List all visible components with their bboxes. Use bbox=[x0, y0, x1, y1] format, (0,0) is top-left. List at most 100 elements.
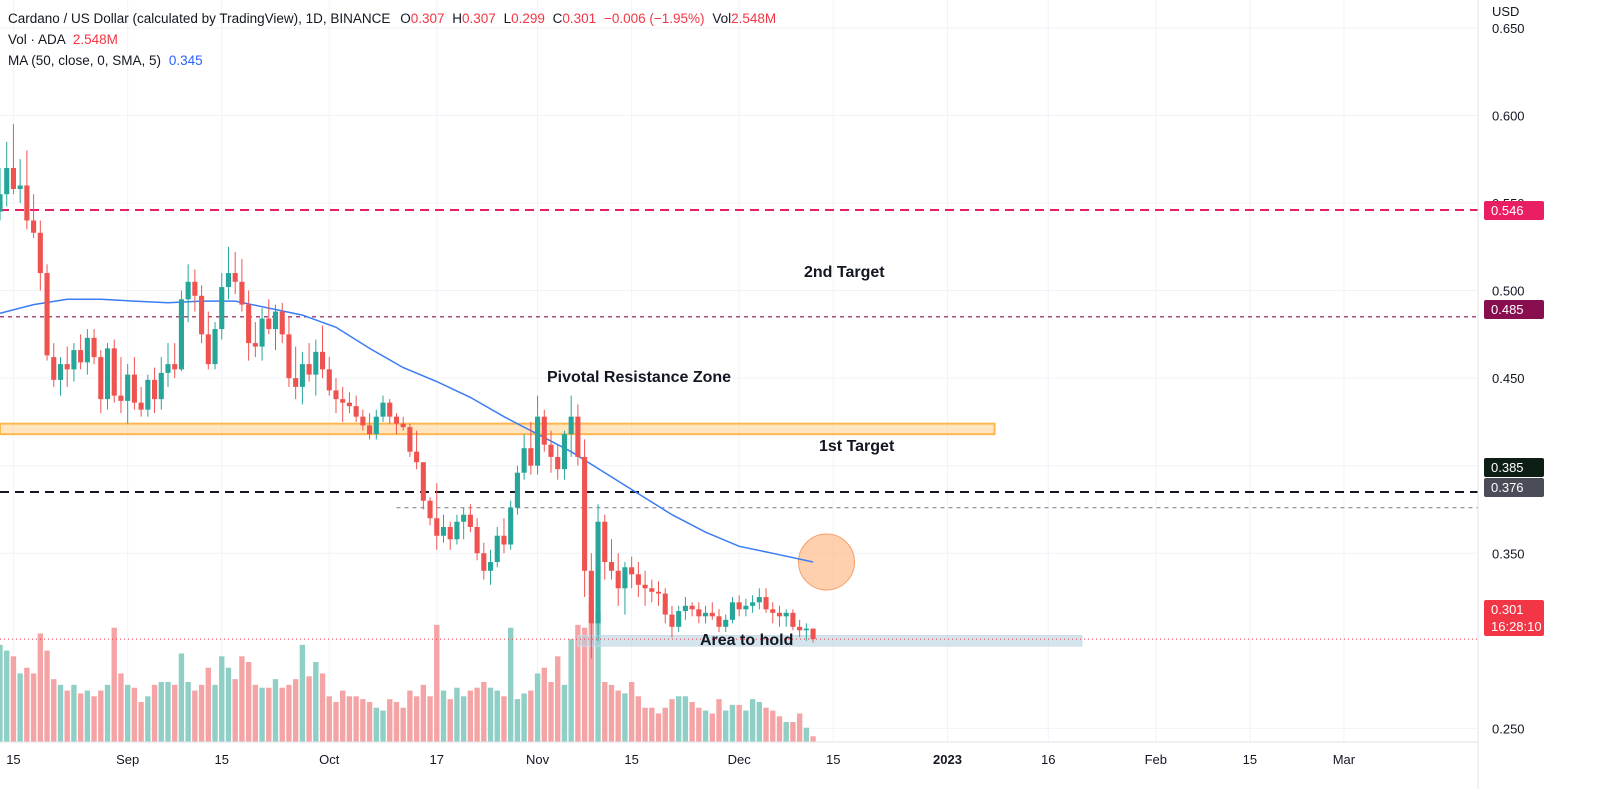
candle bbox=[293, 346, 299, 400]
volume-bar bbox=[716, 699, 722, 742]
volume-bar bbox=[326, 696, 332, 742]
candle-body bbox=[17, 185, 23, 189]
candle-body bbox=[407, 427, 413, 452]
price-tick-label: 0.600 bbox=[1492, 108, 1525, 123]
candle-body bbox=[98, 357, 104, 400]
candle bbox=[783, 609, 789, 627]
volume-bar bbox=[696, 707, 702, 742]
annotation-area-to-hold[interactable]: Area to hold bbox=[700, 632, 794, 649]
volume-bar bbox=[272, 679, 279, 742]
low-label: L bbox=[503, 11, 512, 26]
annotation-first-target[interactable]: 1st Target bbox=[819, 438, 895, 455]
volume-bar bbox=[810, 736, 816, 742]
candle bbox=[467, 504, 473, 533]
candle-body bbox=[461, 514, 467, 522]
candle bbox=[286, 316, 292, 387]
volume-bar bbox=[420, 684, 427, 742]
open-label: O bbox=[400, 11, 411, 26]
candle-body bbox=[306, 364, 312, 375]
volume-bar bbox=[0, 644, 3, 742]
candle bbox=[125, 364, 131, 424]
price-tag-485[interactable]: 0.485 bbox=[1484, 300, 1544, 319]
candle-body bbox=[575, 416, 581, 457]
candle-body bbox=[803, 628, 809, 631]
bar-countdown: 16:28:10 bbox=[1491, 619, 1542, 634]
symbol-title[interactable]: Cardano / US Dollar (calculated by Tradi… bbox=[8, 11, 391, 26]
candle bbox=[501, 518, 507, 554]
candle-body bbox=[467, 514, 473, 527]
last-price-tag[interactable]: 0.301 16:28:10 bbox=[1484, 600, 1544, 636]
volume-bar bbox=[158, 682, 164, 742]
candle-body bbox=[252, 343, 258, 347]
candle bbox=[78, 334, 84, 370]
volume-bar bbox=[749, 699, 756, 742]
candle-body bbox=[669, 614, 675, 627]
candle bbox=[797, 619, 803, 638]
candle-body bbox=[44, 273, 50, 356]
candle-body bbox=[514, 472, 520, 508]
candle bbox=[803, 623, 809, 641]
candle bbox=[272, 304, 279, 351]
candle bbox=[51, 343, 57, 387]
candle bbox=[407, 423, 413, 457]
candle bbox=[246, 290, 252, 361]
candle-body bbox=[266, 318, 272, 330]
candle-body bbox=[602, 521, 608, 563]
candle-body bbox=[205, 334, 211, 365]
candle bbox=[340, 386, 346, 422]
volume-bar bbox=[534, 673, 541, 742]
price-tick-label: 0.250 bbox=[1492, 721, 1525, 736]
volume-bar bbox=[138, 702, 144, 742]
volume-bar bbox=[333, 702, 339, 742]
price-tag-385[interactable]: 0.385 bbox=[1484, 458, 1544, 477]
volume-bar bbox=[467, 690, 474, 742]
volume-bar bbox=[709, 713, 715, 742]
candle-body bbox=[232, 273, 238, 282]
candle-body bbox=[212, 329, 218, 365]
candle bbox=[57, 357, 64, 396]
price-tag-546[interactable]: 0.546 bbox=[1484, 201, 1544, 220]
candle bbox=[158, 357, 164, 410]
time-tick-label: 15 bbox=[6, 752, 20, 767]
candle bbox=[447, 521, 453, 550]
price-tag-376[interactable]: 0.376 bbox=[1484, 478, 1544, 497]
volume-bar bbox=[581, 627, 588, 742]
candle bbox=[37, 220, 43, 291]
candle-body bbox=[414, 451, 420, 463]
ma-row[interactable]: MA (50, close, 0, SMA, 5) 0.345 bbox=[8, 50, 776, 71]
high-label: H bbox=[452, 11, 463, 26]
candles bbox=[0, 124, 816, 659]
volume-bar bbox=[212, 684, 218, 742]
candle-body bbox=[387, 402, 393, 417]
volume-bar bbox=[487, 687, 494, 742]
candle bbox=[588, 553, 594, 659]
volume-bar bbox=[407, 690, 413, 742]
annotation-second-target[interactable]: 2nd Target bbox=[804, 264, 885, 281]
price-tick-label: 0.500 bbox=[1492, 284, 1525, 299]
volume-bar bbox=[763, 707, 769, 742]
volume-bar bbox=[783, 722, 789, 742]
candle bbox=[487, 549, 494, 585]
candle-body bbox=[360, 416, 366, 426]
candle bbox=[299, 351, 305, 405]
volume-bar bbox=[84, 690, 91, 742]
candle bbox=[615, 553, 621, 606]
grid bbox=[0, 0, 1478, 742]
candle-body bbox=[729, 602, 735, 620]
volume-bar bbox=[575, 624, 581, 742]
candle bbox=[239, 259, 245, 312]
candle bbox=[521, 434, 527, 480]
currency-label: USD bbox=[1492, 4, 1519, 19]
time-tick-label: 15 bbox=[215, 752, 229, 767]
candle bbox=[528, 421, 534, 475]
candle bbox=[185, 264, 191, 323]
volume-bar bbox=[259, 687, 265, 742]
volume-bar bbox=[306, 676, 312, 742]
volume-bar bbox=[635, 696, 642, 742]
volume-row[interactable]: Vol · ADA 2.548M bbox=[8, 29, 776, 50]
annotation-pivotal-zone[interactable]: Pivotal Resistance Zone bbox=[547, 369, 732, 386]
candle-body bbox=[676, 611, 682, 627]
time-tick-label: 15 bbox=[826, 752, 840, 767]
price-tick-label: 0.350 bbox=[1492, 546, 1525, 561]
